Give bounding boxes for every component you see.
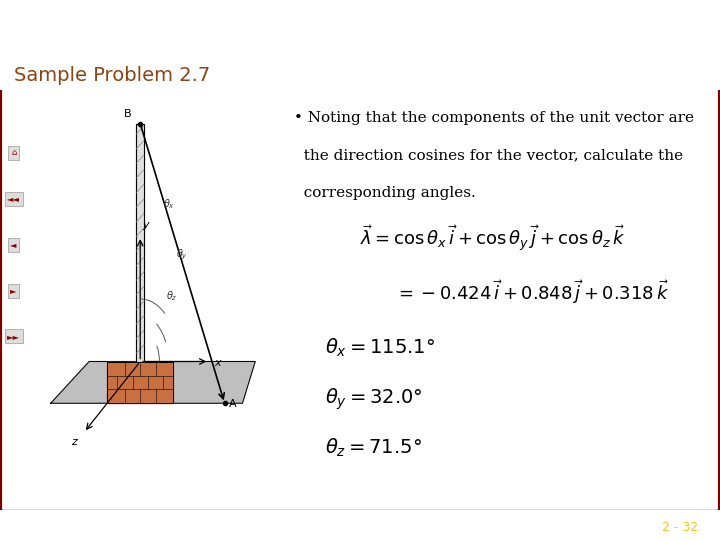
Text: A: A [228, 400, 236, 409]
Polygon shape [107, 361, 174, 403]
Text: ◄: ◄ [10, 240, 17, 249]
Polygon shape [136, 124, 144, 361]
Text: ⌂: ⌂ [11, 148, 17, 157]
Text: $\theta_z = 71.5°$: $\theta_z = 71.5°$ [325, 437, 422, 459]
Text: $\theta_z$: $\theta_z$ [166, 289, 177, 303]
Text: z: z [71, 437, 77, 447]
Text: B: B [124, 109, 131, 119]
Text: • Noting that the components of the unit vector are: • Noting that the components of the unit… [294, 111, 694, 125]
Text: $\theta_x = 115.1°$: $\theta_x = 115.1°$ [325, 336, 435, 359]
Text: corresponding angles.: corresponding angles. [294, 186, 476, 200]
Text: $= -0.424\,\vec{i} + 0.848\,\vec{j} + 0.318\,\vec{k}$: $= -0.424\,\vec{i} + 0.848\,\vec{j} + 0.… [395, 278, 670, 306]
Text: Vector Mechanics for Engineers:  Statics: Vector Mechanics for Engineers: Statics [14, 16, 648, 44]
Text: ◄◄: ◄◄ [7, 194, 20, 203]
Polygon shape [50, 361, 256, 403]
Text: $\theta_x$: $\theta_x$ [163, 197, 175, 211]
Text: the direction cosines for the vector, calculate the: the direction cosines for the vector, ca… [294, 148, 683, 163]
Text: 2 - 32: 2 - 32 [662, 522, 698, 535]
Text: ►: ► [10, 286, 17, 295]
Text: $\theta_y = 32.0°$: $\theta_y = 32.0°$ [325, 387, 423, 412]
Text: Sample Problem 2.7: Sample Problem 2.7 [14, 65, 211, 85]
Text: y: y [143, 220, 150, 230]
Text: $\theta_y$: $\theta_y$ [176, 247, 188, 262]
Text: x: x [215, 357, 221, 368]
Text: ►►: ►► [7, 332, 20, 341]
Text: $\vec{\lambda} = \cos\theta_x\,\vec{i} + \cos\theta_y\,\vec{j} + \cos\theta_z\,\: $\vec{\lambda} = \cos\theta_x\,\vec{i} +… [360, 224, 625, 254]
